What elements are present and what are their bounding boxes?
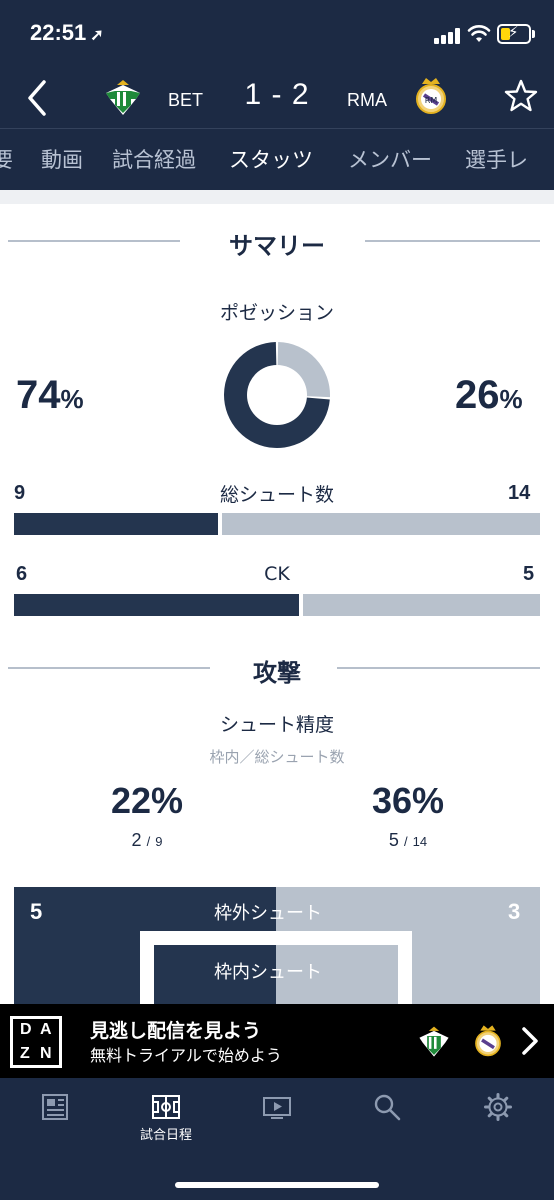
- attack-title: 攻撃: [253, 659, 301, 687]
- tab-stats[interactable]: スタッツ: [229, 148, 313, 172]
- shot-accuracy-label: シュート精度: [219, 714, 334, 736]
- promo-subtitle: 無料トライアルで始めよう: [90, 1046, 282, 1065]
- home-team-crest-icon[interactable]: [102, 77, 144, 119]
- match-bar: BET 1 - 2 RMA RM: [0, 66, 554, 130]
- favorite-star-icon[interactable]: [503, 78, 539, 114]
- away-possession: 26%: [455, 373, 523, 417]
- nav-search[interactable]: [347, 1092, 427, 1124]
- match-score: 1 - 2: [244, 78, 310, 111]
- svg-text:RM: RM: [425, 96, 438, 105]
- away-team-crest-icon: [475, 1025, 501, 1057]
- wifi-icon: [467, 25, 491, 42]
- tabs-divider: [0, 128, 554, 129]
- home-indicator: [175, 1182, 379, 1188]
- gear-icon: [484, 1093, 512, 1121]
- match-header: 22:51 ➚ ⚡ BET 1 - 2 RMA: [0, 0, 554, 190]
- nav-news[interactable]: [15, 1092, 95, 1124]
- away-team-abbr: RMA: [347, 90, 387, 110]
- video-icon: [263, 1097, 291, 1119]
- away-off-target: 3: [508, 899, 521, 924]
- home-corners: 6: [16, 563, 28, 585]
- battery-icon: ⚡: [497, 23, 531, 44]
- corners-label: CK: [264, 563, 290, 585]
- summary-title: サマリー: [229, 232, 325, 260]
- off-target-label: 枠外シュート: [214, 903, 322, 924]
- shot-location-pitch: 5 枠外シュート 3 枠内シュート: [14, 887, 540, 1004]
- shots-label: 総シュート数: [219, 484, 334, 506]
- home-shots: 9: [14, 482, 26, 504]
- away-corners-bar: [303, 594, 540, 616]
- stats-content[interactable]: サマリー ポゼッション 74% 26% 9 総シュート数 14 6 CK 5 攻…: [0, 190, 554, 1004]
- dazn-promo-banner[interactable]: D A Z N 見逃し配信を見よう 無料トライアルで始めよう: [0, 1004, 554, 1078]
- tab-summary[interactable]: 要: [0, 148, 13, 172]
- section-rule-left: [8, 240, 180, 242]
- status-bar: 22:51 ➚ ⚡: [0, 0, 554, 66]
- away-corners: 5: [523, 563, 535, 585]
- news-icon: [42, 1094, 68, 1120]
- away-shot-accuracy: 36%: [371, 780, 445, 821]
- cellular-signal-icon: [434, 28, 460, 44]
- home-team-crest-icon: [419, 1026, 449, 1057]
- home-team-abbr: BET: [168, 90, 204, 110]
- battery-nub: [532, 30, 535, 38]
- home-shot-accuracy: 22%: [110, 780, 184, 821]
- promo-title: 見逃し配信を見よう: [90, 1020, 262, 1042]
- nav-settings[interactable]: [458, 1092, 538, 1124]
- home-possession: 74%: [16, 373, 84, 417]
- possession-donut-chart: [224, 342, 330, 448]
- location-arrow-icon: ➚: [90, 27, 104, 44]
- shot-accuracy-sublabel: 枠内／総シュート数: [209, 748, 345, 766]
- away-shots-bar: [222, 513, 540, 535]
- content-top-shade: [0, 190, 554, 204]
- tab-members[interactable]: メンバー: [348, 148, 432, 172]
- nav-schedule[interactable]: 試合日程: [126, 1092, 206, 1143]
- on-target-label: 枠内シュート: [214, 962, 322, 983]
- tab-players[interactable]: 選手レ: [465, 148, 528, 172]
- search-icon: [374, 1094, 401, 1121]
- nav-schedule-label: 試合日程: [139, 1128, 192, 1143]
- tab-bar: 要 動画 試合経過 スタッツ メンバー 選手レ: [0, 130, 554, 188]
- pitch-icon: [152, 1095, 180, 1119]
- home-corners-bar: [14, 594, 299, 616]
- back-button[interactable]: [18, 76, 58, 120]
- clock: 22:51: [30, 20, 87, 45]
- away-team-crest-icon[interactable]: RM: [410, 74, 452, 116]
- home-shot-fraction: 2 / 9: [131, 830, 163, 850]
- status-time: 22:51 ➚: [30, 20, 104, 46]
- tab-video[interactable]: 動画: [41, 148, 83, 172]
- away-shots: 14: [508, 482, 531, 504]
- possession-label: ポゼッション: [219, 302, 334, 324]
- tab-timeline[interactable]: 試合経過: [112, 148, 196, 172]
- dazn-logo: D A Z N: [10, 1016, 62, 1068]
- away-shot-fraction: 5 / 14: [388, 830, 428, 850]
- section-rule-right: [337, 667, 540, 669]
- penalty-box-outline: [140, 931, 412, 1004]
- home-shots-bar: [14, 513, 218, 535]
- section-rule-right: [365, 240, 540, 242]
- bottom-nav: 試合日程: [0, 1078, 554, 1200]
- section-rule-left: [8, 667, 210, 669]
- nav-video[interactable]: [237, 1092, 317, 1124]
- chevron-right-icon[interactable]: [516, 1024, 542, 1058]
- home-off-target: 5: [30, 899, 43, 924]
